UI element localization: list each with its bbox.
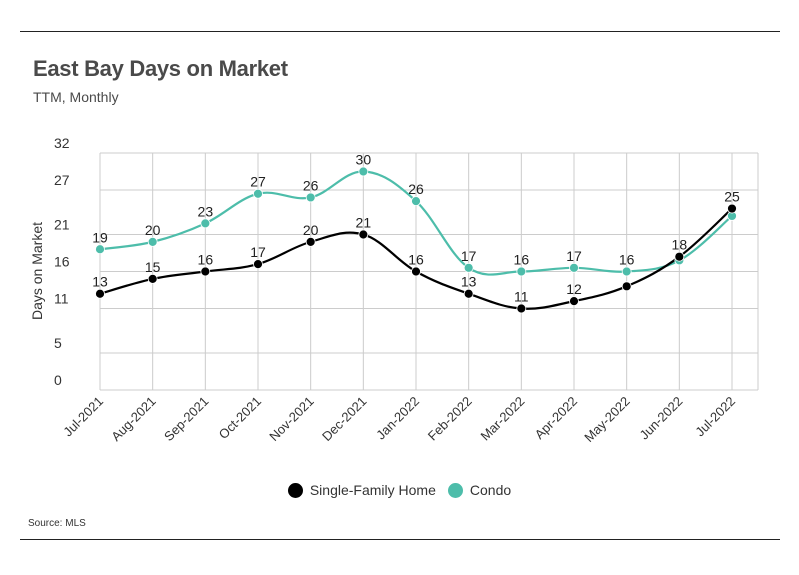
data-label-1-8: 16: [514, 252, 530, 268]
bottom-rule: [20, 539, 780, 540]
x-tick-label-0: Jul-2021: [60, 394, 106, 440]
x-tick-label-7: Feb-2022: [425, 394, 475, 444]
source-note: Source: MLS: [28, 518, 86, 529]
y-tick-label-3: 16: [54, 254, 70, 270]
data-label-1-0: 19: [92, 229, 108, 245]
legend-marker-single-family: [287, 482, 303, 498]
data-labels: 19 20 23 27 26 30 26 17 16 17 16 13 15 16 17 20 21 16 13 11…: [92, 152, 740, 305]
legend-label-condo: Condo: [469, 482, 512, 498]
data-label-1-4: 26: [303, 177, 319, 193]
data-label-0-0: 13: [92, 274, 108, 290]
data-label-1-7: 17: [461, 248, 477, 264]
legend-item-condo: Condo: [447, 482, 512, 498]
data-label-0-4: 20: [303, 222, 319, 238]
x-tick-label-4: Nov-2021: [266, 394, 316, 444]
x-tick-label-8: Mar-2022: [478, 394, 528, 444]
data-point-0-9: [569, 296, 579, 307]
legend-marker-condo: [447, 482, 463, 498]
y-tick-label-6: 32: [54, 135, 70, 151]
x-tick-labels: Jul-2021 Aug-2021 Sep-2021 Oct-2021 Nov-2021…: [60, 394, 738, 445]
legend-label-single-family: Single-Family Home: [309, 482, 436, 498]
data-point-1-2: [200, 218, 211, 229]
x-tick-label-9: Apr-2022: [532, 394, 580, 442]
data-label-0-9: 12: [566, 281, 582, 297]
top-rule: [20, 31, 780, 32]
data-point-0-8: [516, 303, 527, 314]
data-point-1-9: [569, 262, 579, 273]
data-label-1-3: 27: [250, 174, 266, 190]
data-label-0-5: 21: [356, 214, 372, 230]
data-point-1-5: [358, 166, 369, 177]
data-point-1-3: [253, 188, 263, 199]
chart-subtitle: TTM, Monthly: [33, 89, 119, 105]
legend: Single-Family Home Condo: [0, 482, 799, 498]
x-tick-label-11: Jun-2022: [637, 394, 686, 443]
y-tick-label-2: 11: [54, 291, 69, 307]
data-point-0-3: [253, 259, 263, 269]
data-point-0-7: [463, 288, 474, 299]
data-point-1-4: [305, 192, 316, 203]
data-label-1-5: 30: [356, 152, 372, 168]
data-point-0-0: [95, 288, 105, 299]
data-point-1-8: [516, 266, 527, 277]
y-tick-label-1: 5: [54, 335, 62, 351]
data-point-0-11: [674, 251, 685, 262]
data-label-1-2: 23: [198, 203, 214, 219]
data-label-0-1: 15: [145, 259, 161, 275]
data-label-0-7: 13: [461, 274, 477, 290]
data-label-0-3: 17: [250, 244, 266, 260]
data-point-0-4: [305, 236, 316, 247]
grid: [99, 152, 759, 391]
x-tick-label-2: Sep-2021: [161, 394, 211, 444]
legend-item-single-family: Single-Family Home: [287, 482, 436, 498]
data-point-0-2: [200, 266, 211, 277]
data-point-0-1: [147, 274, 158, 284]
data-label-0-12: 25: [724, 189, 740, 205]
y-tick-labels: 0 5 11 16 21 27 32: [54, 135, 70, 388]
x-tick-label-10: May-2022: [581, 394, 632, 445]
data-point-1-7: [463, 262, 474, 273]
data-label-1-10: 16: [619, 252, 635, 268]
y-axis-label: Days on Market: [29, 222, 45, 320]
data-point-0-10: [621, 281, 632, 292]
data-label-0-8: 11: [514, 289, 529, 305]
data-label-1-6: 26: [408, 181, 424, 197]
data-point-1-1: [147, 236, 158, 247]
x-tick-label-5: Dec-2021: [319, 394, 369, 444]
x-tick-label-3: Oct-2021: [216, 394, 264, 442]
data-label-0-11: 18: [672, 237, 688, 253]
data-point-0-5: [358, 229, 369, 240]
data-label-1-9: 17: [566, 248, 582, 264]
data-point-1-10: [621, 266, 632, 277]
data-point-1-0: [95, 244, 105, 255]
series-points: [95, 166, 737, 314]
data-point-0-6: [411, 266, 421, 277]
x-tick-label-6: Jan-2022: [373, 394, 422, 443]
x-tick-label-1: Aug-2021: [108, 394, 158, 444]
data-label-0-2: 16: [198, 252, 214, 268]
y-tick-label-0: 0: [54, 372, 62, 388]
chart-title: East Bay Days on Market: [33, 56, 288, 81]
data-label-1-1: 20: [145, 222, 161, 238]
x-tick-label-12: Jul-2022: [692, 394, 738, 440]
y-tick-label-4: 21: [54, 216, 70, 232]
data-point-0-12: [727, 203, 737, 214]
data-point-1-6: [411, 196, 421, 207]
y-tick-label-5: 27: [54, 172, 70, 188]
data-label-0-6: 16: [408, 252, 424, 268]
